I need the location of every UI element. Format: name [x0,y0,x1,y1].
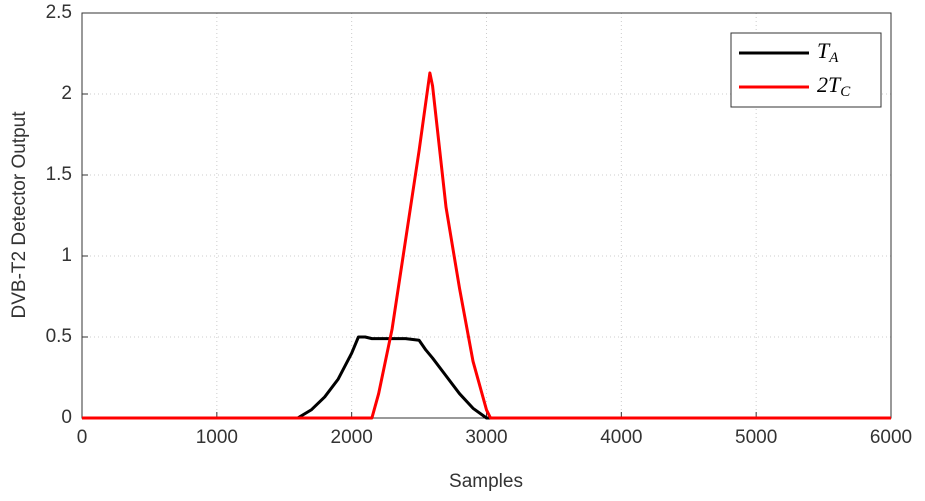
y-tick-label: 1 [61,245,72,266]
x-tick-label: 3000 [465,427,507,448]
x-tick-label: 5000 [735,427,777,448]
legend-label: 2TC [817,72,851,100]
x-tick-label: 4000 [600,427,642,448]
data-line [82,335,891,420]
x-axis-label: Samples [449,471,523,492]
y-tick-label: 0.5 [46,326,72,347]
legend-box [730,32,882,108]
legend: TA 2TC [730,32,882,108]
y-tick-label: 2.5 [46,2,72,23]
y-tick-label: 0 [61,407,72,428]
y-tick-label: 2 [61,83,72,104]
y-axis-label: DVB-T2 Detector Output [9,111,30,319]
x-tick-label: 6000 [870,427,912,448]
data-line [82,71,891,420]
x-tick-label: 0 [77,427,88,448]
legend-label: TA [817,38,839,66]
x-tick-label: 1000 [196,427,238,448]
y-tick-label: 1.5 [46,164,72,185]
x-tick-label: 2000 [331,427,373,448]
